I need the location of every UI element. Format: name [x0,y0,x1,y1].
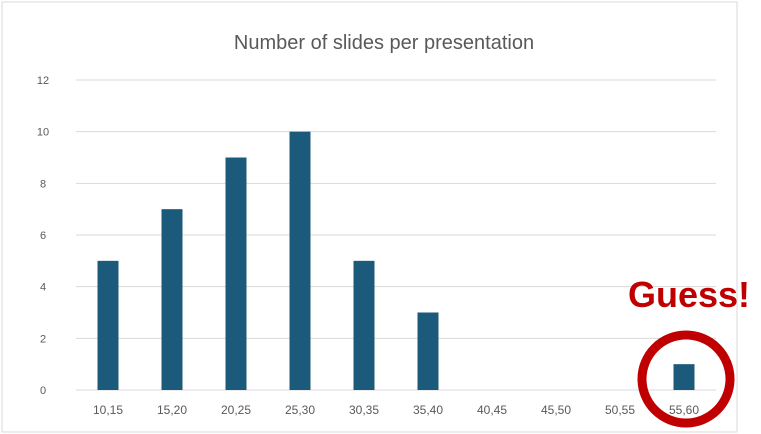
x-tick-label: 25,30 [285,403,315,417]
y-tick-label: 0 [40,385,46,397]
x-tick-label: 20,25 [221,403,251,417]
y-tick-label: 10 [37,127,49,139]
x-tick-label: 30,35 [349,403,379,417]
chart-title: Number of slides per presentation [234,32,534,54]
bar-10-15 [97,260,119,390]
x-tick-label: 35,40 [413,403,443,417]
x-tick-label: 15,20 [157,403,187,417]
guess-annotation-circle [637,330,735,428]
bar-55-60 [673,364,695,390]
y-tick-label: 12 [37,75,49,87]
bar-25-30 [289,131,311,390]
x-tick-label: 50,55 [605,403,635,417]
x-tick-label: 45,50 [541,403,571,417]
x-tick-label: 10,15 [93,403,123,417]
y-tick-label: 4 [40,282,46,294]
y-axis-tick-labels: 0 2 4 6 8 10 12 [37,75,49,397]
bars [97,131,695,390]
bar-20-25 [225,157,247,390]
x-tick-label: 55,60 [669,403,699,417]
y-tick-label: 2 [40,333,46,345]
x-tick-label: 40,45 [477,403,507,417]
gridlines [76,79,716,391]
y-tick-label: 6 [40,230,46,242]
y-tick-label: 8 [40,178,46,190]
bar-30-35 [353,260,375,390]
bar-15-20 [161,209,183,390]
x-axis-tick-labels: 10,15 15,20 20,25 25,30 30,35 35,40 40,45 45,50… [93,403,699,417]
bar-35-40 [417,312,439,390]
guess-annotation-label: Guess! [628,274,750,315]
